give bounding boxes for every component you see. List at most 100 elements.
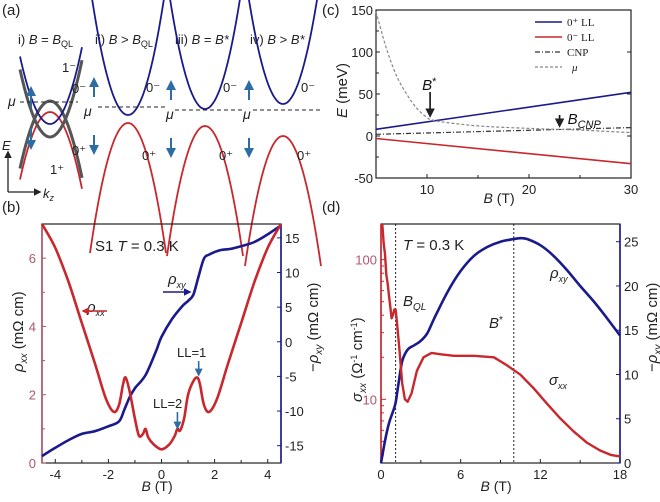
mu-label-iii: μ: [165, 106, 174, 122]
y-axis-label-part: E: [334, 107, 351, 118]
k-axis-label-part: k: [43, 186, 51, 201]
y2-tick-label: 0: [285, 335, 292, 350]
subtitle-1-part: i): [18, 32, 29, 47]
band-0-minus-iv: [244, 135, 322, 267]
band-0-minus-ii: [89, 122, 167, 254]
subtitle-3-part: B: [192, 32, 201, 47]
rho-xy-annotation: ρxy: [167, 271, 186, 290]
mu-label-iv: μ: [242, 106, 251, 122]
label-0-plus-iv: 0⁺: [297, 148, 311, 163]
x-tick-label: 20: [522, 182, 536, 197]
y-axis-label-part: cm: [349, 330, 366, 354]
y2-axis-label-part: (mΩ cm): [644, 283, 660, 345]
k-axis-label-part: z: [49, 193, 55, 203]
subtitle-1-part: =: [38, 32, 53, 47]
subtitle-4-part: iv): [250, 32, 267, 47]
band-0-plus-ii: [91, 0, 165, 116]
x-tick-label: 30: [624, 182, 638, 197]
series-line-1: [375, 137, 632, 165]
y-axis-label: ρxx (mΩ cm): [10, 291, 30, 373]
subtitle-4-part: B*: [291, 32, 306, 47]
sigma-xx-annotation-part: σ: [549, 372, 559, 389]
y-tick-label: 6: [29, 251, 36, 266]
subtitle-1-part: QL: [61, 39, 73, 49]
y2-axis-label-part: xy: [653, 344, 660, 356]
series-rho-xx-line: [40, 223, 283, 451]
b-star-annotation: B*: [489, 315, 503, 332]
band-0-minus-iii: [166, 125, 244, 257]
x-tick-label: 0: [158, 467, 165, 482]
subtitle-2-part: ii): [95, 32, 109, 47]
subtitle-1-part: B: [52, 32, 61, 47]
x-axis-label-part: (T): [490, 478, 512, 494]
x-axis-label-part: (T): [151, 478, 173, 494]
b-ql-annotation-part: QL: [413, 302, 426, 313]
x-axis-label: B (T): [142, 478, 173, 494]
k-axis-label: kz: [43, 186, 55, 203]
b-cnp-annotation-part: B: [568, 111, 578, 128]
y-axis-label: σxx (Ω-1 cm-1): [349, 317, 369, 402]
series-line-2: [375, 127, 632, 135]
series-rho-xy-line: [379, 236, 622, 464]
label-0-minus-i: 0⁻: [72, 81, 86, 96]
y2-tick-label: 25: [624, 235, 638, 250]
legend: 0⁺ LL 0⁻ LL CNP μ: [535, 17, 595, 74]
x-axis-label: B (T): [481, 478, 512, 494]
y-axis-label-part: -1: [349, 322, 359, 330]
y2-axis-label-part: −: [305, 363, 322, 372]
x-tick-label: -2: [103, 467, 115, 482]
y-axis-label-part: (mΩ cm): [10, 291, 27, 353]
label-0-plus-iii: 0⁺: [219, 148, 233, 163]
y-axis-label-part: (meV): [334, 63, 351, 108]
y-tick-label: 0: [29, 456, 36, 471]
subtitle-3-part: B*: [215, 32, 230, 47]
y2-axis-label: −ρxy (mΩ cm): [305, 283, 325, 372]
mu-label-ii: μ: [83, 103, 92, 119]
y-tick-label: 0: [366, 129, 373, 144]
y-tick-label: 10: [363, 392, 377, 407]
chart-title-part: = 0.3 K: [127, 238, 179, 255]
chart-title-part: T: [118, 238, 129, 255]
chart-title: S1 T = 0.3 K: [95, 238, 179, 255]
x-tick-label: 6: [457, 467, 464, 482]
label-0-minus-iii: 0⁻: [223, 80, 237, 95]
y2-axis-label-part: (mΩ cm): [305, 283, 322, 345]
y-axis-label-part: -1: [349, 355, 359, 363]
series-line-0: [375, 91, 632, 131]
subtitle-2-part: QL: [141, 39, 153, 49]
ll1-annotation: LL=1: [177, 345, 206, 360]
y2-tick-label: 10: [624, 367, 638, 382]
subtitle-2-part: B: [109, 32, 118, 47]
y2-tick-label: 15: [624, 323, 638, 338]
x-tick-label: 0: [377, 467, 384, 482]
y-tick-label: -50: [354, 171, 373, 186]
subtitle-3-part: iii): [175, 32, 192, 47]
subtitle-2-part: B: [132, 32, 141, 47]
y-tick-label: 100: [351, 45, 373, 60]
y2-axis-label-part: ρ: [644, 354, 660, 364]
x-tick-label: 18: [613, 467, 627, 482]
y2-tick-label: -5: [285, 369, 297, 384]
y-tick-label: 50: [359, 87, 373, 102]
panel-label-d: (d): [322, 199, 340, 216]
energy-axis-label: E: [2, 138, 11, 153]
x-axis-label-part: (T): [493, 190, 515, 206]
y2-axis-label-part: xy: [314, 344, 325, 356]
legend-label: 0⁺ LL: [567, 17, 595, 29]
y-axis-label-part: ): [349, 317, 366, 322]
rho-xx-annotation: ρxx: [86, 299, 105, 318]
y2-tick-label: 10: [285, 265, 299, 280]
b-ql-annotation: BQL: [403, 293, 426, 313]
rho-xy-annotation-part: xy: [558, 274, 569, 284]
band-0-plus-iii: [169, 0, 241, 110]
subtitle-2: ii) B > BQL: [95, 32, 153, 49]
label-0-minus-ii: 0⁻: [146, 80, 160, 95]
subtitle-4-part: >: [276, 32, 291, 47]
rho-xx-annotation-part: xx: [95, 308, 106, 318]
y2-axis-label-part: ρ: [305, 354, 322, 364]
y-axis-label-part: xx: [19, 352, 30, 364]
b-cnp-annotation: BCNP: [568, 111, 602, 131]
